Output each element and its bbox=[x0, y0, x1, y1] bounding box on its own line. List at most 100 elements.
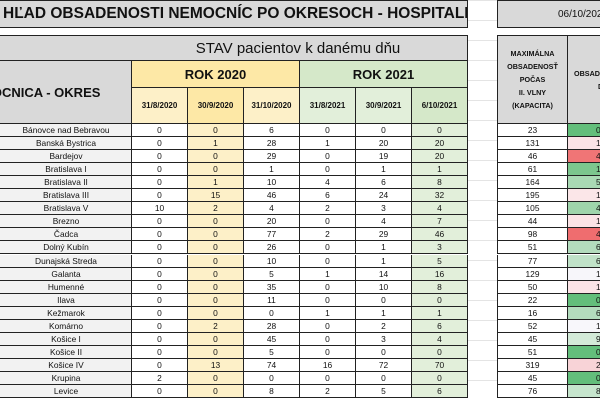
occupancy-cell: 5 bbox=[567, 176, 600, 190]
hospital-name: Bratislava V bbox=[0, 202, 132, 216]
patient-count-cell: 0 bbox=[411, 293, 468, 307]
patient-count-cell: 0 bbox=[187, 371, 244, 385]
patient-count-cell: 0 bbox=[131, 176, 188, 190]
capacity-cell: 76 bbox=[497, 385, 568, 399]
patient-count-cell: 0 bbox=[187, 254, 244, 268]
patient-count-cell: 0 bbox=[299, 345, 356, 359]
patient-count-cell: 15 bbox=[187, 189, 244, 203]
occupancy-cell: 4 bbox=[567, 150, 600, 164]
patient-count-cell: 0 bbox=[187, 332, 244, 346]
year-2021-label: ROK 2021 bbox=[352, 66, 415, 82]
patient-count-cell: 0 bbox=[411, 371, 468, 385]
section-title-text: STAV pacientov k danému dňu bbox=[195, 39, 401, 57]
patient-count-cell: 4 bbox=[299, 176, 356, 190]
patient-count-cell: 0 bbox=[299, 319, 356, 333]
year-group-2020: ROK 2020 bbox=[131, 60, 300, 88]
patient-count-cell: 0 bbox=[131, 332, 188, 346]
table-row: Galanta 0 0 5 1 14 16 129 1 bbox=[0, 267, 600, 281]
occupancy-header-line: D bbox=[574, 80, 600, 93]
patient-count-cell: 77 bbox=[243, 228, 300, 242]
patient-count-cell: 0 bbox=[187, 228, 244, 242]
table-row: Bardejov 0 0 29 0 19 20 46 4 bbox=[0, 150, 600, 164]
patient-count-cell: 1 bbox=[355, 241, 412, 255]
patient-count-cell: 13 bbox=[187, 358, 244, 372]
patient-count-cell: 28 bbox=[243, 319, 300, 333]
patient-count-cell: 1 bbox=[355, 306, 412, 320]
date-column-header: 6/10/2021 bbox=[411, 87, 468, 124]
patient-count-cell: 0 bbox=[187, 215, 244, 229]
patient-count-cell: 0 bbox=[411, 124, 468, 138]
patient-count-cell: 0 bbox=[355, 345, 412, 359]
occupancy-cell: 8 bbox=[567, 385, 600, 399]
patient-count-cell: 0 bbox=[131, 319, 188, 333]
occupancy-cell: 0 bbox=[567, 293, 600, 307]
occupancy-cell: 1 bbox=[567, 280, 600, 294]
patient-count-cell: 0 bbox=[131, 385, 188, 399]
patient-count-cell: 10 bbox=[243, 254, 300, 268]
year-group-2021: ROK 2021 bbox=[299, 60, 468, 88]
capacity-cell: 129 bbox=[497, 267, 568, 281]
table-row: Bánovce nad Bebravou 0 0 6 0 0 0 23 0 bbox=[0, 124, 600, 138]
patient-count-cell: 28 bbox=[243, 137, 300, 151]
hospital-name: Bratislava II bbox=[0, 176, 132, 190]
patient-count-cell: 2 bbox=[299, 385, 356, 399]
patient-count-cell: 26 bbox=[243, 241, 300, 255]
name-header-text: MOCNICA - OKRES bbox=[0, 84, 101, 100]
table-row: Košice II 0 0 5 0 0 0 51 0 bbox=[0, 345, 600, 359]
patient-count-cell: 0 bbox=[131, 306, 188, 320]
hospital-name: Brezno bbox=[0, 215, 132, 229]
patient-count-cell: 0 bbox=[131, 345, 188, 359]
patient-count-cell: 0 bbox=[131, 150, 188, 164]
hospital-name: Bratislava III bbox=[0, 189, 132, 203]
occupancy-cell: 1 bbox=[567, 267, 600, 281]
patient-count-cell: 0 bbox=[299, 254, 356, 268]
patient-count-cell: 0 bbox=[299, 215, 356, 229]
capacity-cell: 23 bbox=[497, 124, 568, 138]
capacity-cell: 46 bbox=[497, 150, 568, 164]
table-row: Bratislava I 0 0 1 0 1 1 61 1 bbox=[0, 163, 600, 177]
hospital-name: Humenné bbox=[0, 280, 132, 294]
occupancy-cell: 6 bbox=[567, 254, 600, 268]
capacity-cell: 51 bbox=[497, 241, 568, 255]
patient-count-cell: 0 bbox=[187, 306, 244, 320]
patient-count-cell: 2 bbox=[355, 319, 412, 333]
patient-count-cell: 0 bbox=[299, 150, 356, 164]
occupancy-cell: 0 bbox=[567, 124, 600, 138]
patient-count-cell: 10 bbox=[131, 202, 188, 216]
patient-count-cell: 14 bbox=[355, 267, 412, 281]
patient-count-cell: 0 bbox=[355, 293, 412, 307]
capacity-header-line: II. VLNY bbox=[518, 88, 547, 97]
patient-count-cell: 0 bbox=[299, 293, 356, 307]
patient-count-cell: 0 bbox=[187, 241, 244, 255]
table-row: Levice 0 0 8 2 5 6 76 8 bbox=[0, 385, 600, 399]
page-title: HĽAD OBSADENOSTI NEMOCNÍC PO OKRESOCH - … bbox=[0, 0, 468, 28]
patient-count-cell: 6 bbox=[411, 385, 468, 399]
hospital-name: Banská Bystrica bbox=[0, 137, 132, 151]
table-row: Dolný Kubín 0 0 26 0 1 3 51 6 bbox=[0, 241, 600, 255]
patient-count-cell: 32 bbox=[411, 189, 468, 203]
patient-count-cell: 0 bbox=[131, 267, 188, 281]
patient-count-cell: 4 bbox=[355, 215, 412, 229]
year-2020-label: ROK 2020 bbox=[184, 66, 247, 82]
report-date: 06/10/2021 bbox=[497, 0, 600, 28]
capacity-cell: 164 bbox=[497, 176, 568, 190]
capacity-cell: 45 bbox=[497, 371, 568, 385]
occupancy-cell: 4 bbox=[567, 228, 600, 242]
occupancy-cell: 1 bbox=[567, 215, 600, 229]
capacity-cell: 195 bbox=[497, 189, 568, 203]
date-column-header: 30/9/2021 bbox=[355, 87, 412, 124]
patient-count-cell: 8 bbox=[243, 385, 300, 399]
patient-count-cell: 20 bbox=[243, 215, 300, 229]
table-row: Banská Bystrica 0 1 28 1 20 20 131 1 bbox=[0, 137, 600, 151]
name-column-header: MOCNICA - OKRES bbox=[0, 60, 132, 124]
capacity-cell: 52 bbox=[497, 319, 568, 333]
capacity-cell: 22 bbox=[497, 293, 568, 307]
table-row: Brezno 0 0 20 0 4 7 44 1 bbox=[0, 215, 600, 229]
patient-count-cell: 74 bbox=[243, 358, 300, 372]
patient-count-cell: 46 bbox=[243, 189, 300, 203]
patient-count-cell: 0 bbox=[187, 124, 244, 138]
patient-count-cell: 4 bbox=[411, 202, 468, 216]
hospital-name: Bardejov bbox=[0, 150, 132, 164]
capacity-header-line: POČAS bbox=[519, 75, 546, 84]
patient-count-cell: 0 bbox=[299, 332, 356, 346]
